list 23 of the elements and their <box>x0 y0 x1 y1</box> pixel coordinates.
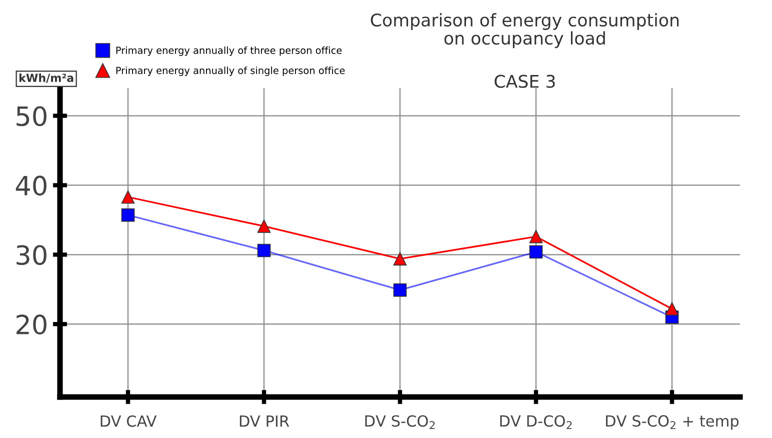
legend-label: Primary energy annually of single person office <box>116 66 345 76</box>
point <box>393 252 407 266</box>
point <box>393 283 407 297</box>
point <box>257 244 271 258</box>
y-tick-label: 30 <box>16 245 46 266</box>
y-axis-title: kWh/m²a <box>19 73 74 83</box>
point <box>121 190 135 204</box>
x-tick-label: DV D-CO$_{2}$ <box>500 415 572 430</box>
y-tick-label: 20 <box>16 314 46 334</box>
y-tick-label: 50 <box>16 106 46 126</box>
chart-subtitle: CASE 3 <box>494 74 555 88</box>
point <box>665 302 679 316</box>
x-tick-label: DV CAV <box>100 415 157 427</box>
y-tick-label: 40 <box>16 176 46 196</box>
x-tick-label: DV S-CO$_{2}$ + temp <box>606 415 739 430</box>
point <box>121 208 135 222</box>
x-tick-label: DV PIR <box>240 416 290 427</box>
point <box>529 245 543 259</box>
point <box>257 220 271 233</box>
point <box>529 230 543 244</box>
legend-label: Primary energy annually of three person office <box>116 46 342 56</box>
x-tick-label: DV S-CO$_{2}$ <box>365 415 435 430</box>
chart-title: Comparison of energy consumption on occupancy load <box>370 13 679 48</box>
